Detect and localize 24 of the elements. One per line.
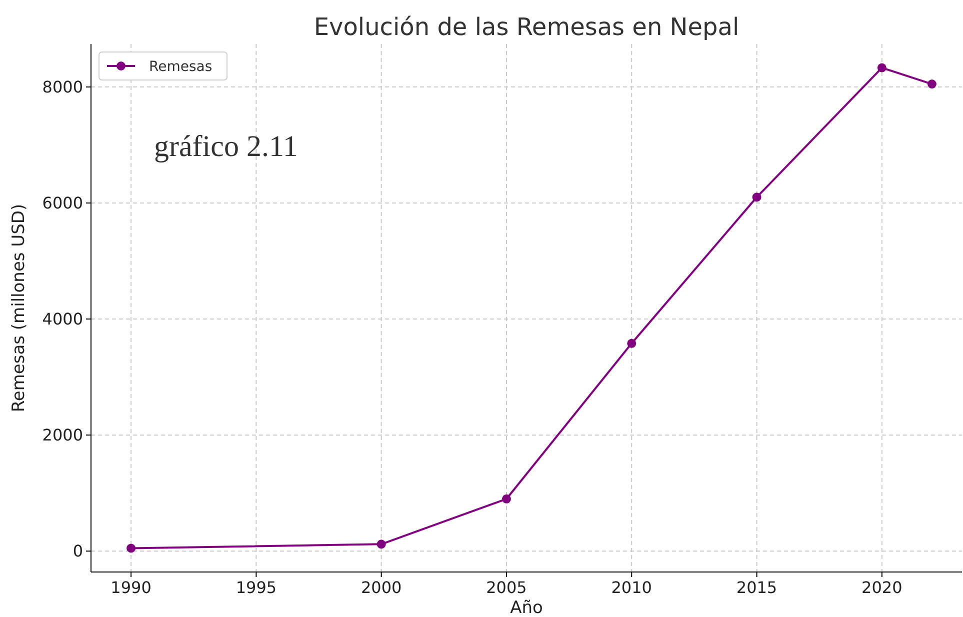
y-tick-label: 6000 bbox=[42, 194, 83, 213]
point bbox=[752, 192, 762, 202]
point bbox=[126, 544, 136, 553]
point bbox=[502, 494, 511, 504]
chart-title: Evolución de las Remesas en Nepal bbox=[314, 13, 740, 41]
legend-label: Remesas bbox=[149, 58, 212, 75]
x-tick-label: 2020 bbox=[862, 578, 902, 597]
x-tick-label: 1990 bbox=[110, 578, 152, 597]
y-axis-title: Remesas (millones USD) bbox=[9, 204, 29, 412]
y-tick-label: 4000 bbox=[42, 310, 83, 329]
point bbox=[927, 80, 936, 89]
y-tick-label: 2000 bbox=[42, 426, 83, 445]
x-tick-label: 2015 bbox=[736, 578, 778, 597]
y-tick-label: 0 bbox=[72, 542, 83, 561]
x-axis-title: Año bbox=[510, 598, 543, 617]
point bbox=[627, 338, 636, 348]
point bbox=[877, 63, 886, 72]
y-tick-label: 8000 bbox=[42, 78, 83, 97]
x-tick-label: 1995 bbox=[236, 578, 277, 597]
point bbox=[376, 540, 386, 549]
x-tick-label: 2005 bbox=[486, 578, 527, 597]
x-tick-label: 2000 bbox=[360, 578, 402, 597]
x-tick-label: 2010 bbox=[611, 578, 652, 597]
annotation: gráfico 2.11 bbox=[154, 130, 298, 163]
